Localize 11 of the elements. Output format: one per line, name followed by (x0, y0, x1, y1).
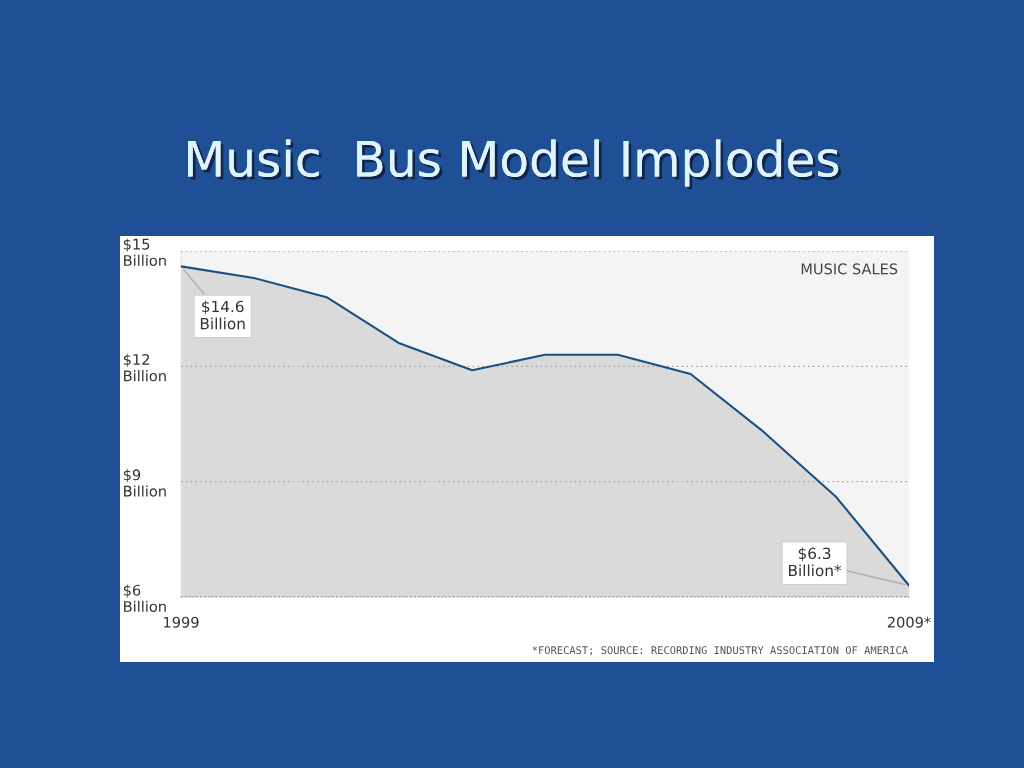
annotation: $6.3 Billion* (788, 547, 842, 577)
y-tick-label: $12 Billion (123, 353, 166, 382)
annotation: $14.6 Billion (200, 300, 245, 330)
text: MUSIC SALES (801, 263, 898, 275)
y-tick-label: $9 Billion (123, 469, 166, 497)
y-tick-label: $6 Billion (123, 584, 166, 613)
x-tick-label: 2009* (887, 616, 931, 628)
chart-title: Music Bus Model Implodes (188, 139, 842, 190)
text: *FORECAST; SOURCE: RECORDING INDUSTRY ASSOCIATION OF AMERICA (532, 646, 908, 656)
y-tick-label: $15 Billion (123, 238, 166, 267)
x-tick-label: 1999 (164, 616, 199, 628)
